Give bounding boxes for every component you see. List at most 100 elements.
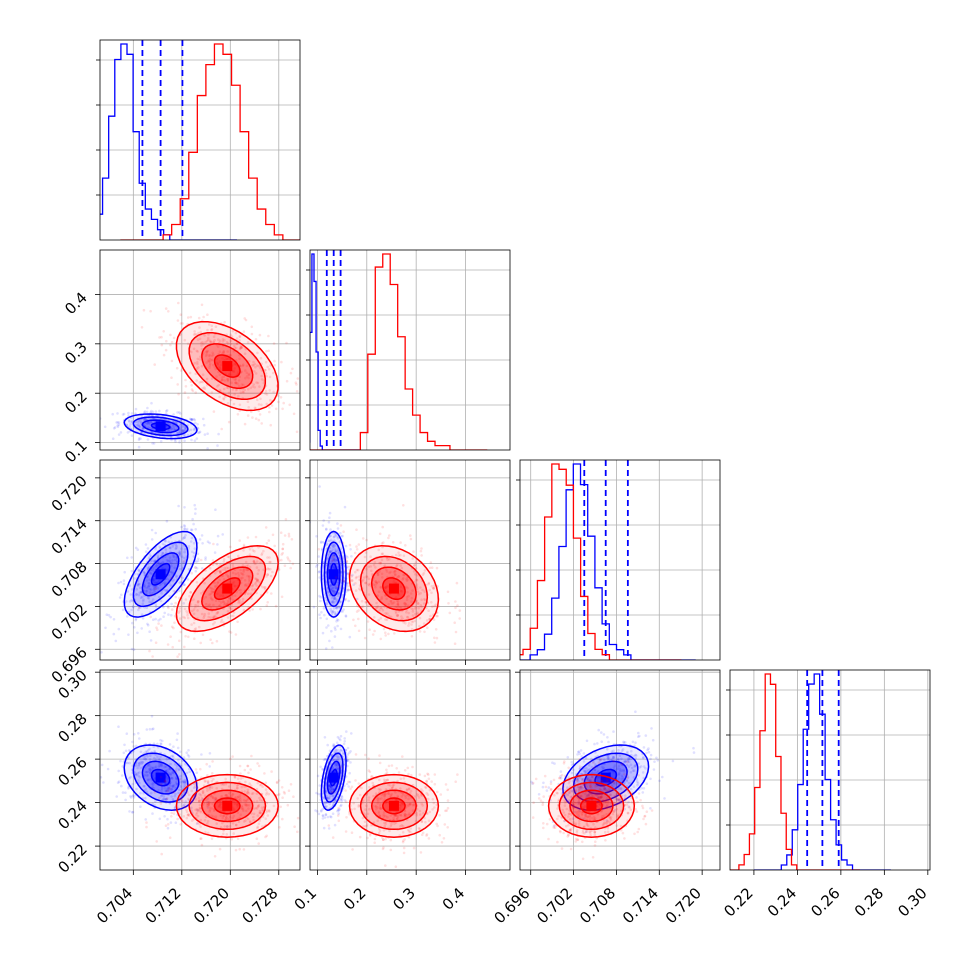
scatter-area bbox=[100, 670, 300, 870]
scatter-point bbox=[364, 581, 368, 585]
scatter-point bbox=[206, 780, 210, 784]
scatter-point bbox=[171, 797, 175, 801]
scatter-point bbox=[168, 743, 172, 746]
scatter-point bbox=[649, 807, 652, 810]
scatter-point bbox=[145, 728, 149, 731]
panel-frame bbox=[729, 669, 931, 871]
scatter-point bbox=[190, 789, 193, 793]
scatter-point bbox=[184, 800, 187, 803]
scatter-point bbox=[170, 788, 173, 791]
scatter-point bbox=[217, 604, 221, 608]
scatter-point bbox=[139, 760, 143, 764]
scatter-point bbox=[400, 824, 404, 827]
scatter-point bbox=[209, 596, 213, 599]
scatter-point bbox=[207, 803, 211, 806]
scatter-point bbox=[239, 602, 242, 605]
scatter-point bbox=[324, 575, 328, 579]
scatter-point bbox=[332, 597, 336, 601]
scatter-point bbox=[329, 550, 332, 554]
scatter-point bbox=[363, 555, 367, 559]
scatter-point bbox=[395, 614, 399, 618]
scatter-point bbox=[447, 602, 450, 605]
scatter-point bbox=[149, 754, 152, 757]
scatter-point bbox=[265, 542, 269, 545]
scatter-point bbox=[211, 598, 214, 602]
scatter-point bbox=[212, 590, 215, 594]
scatter-point bbox=[155, 564, 158, 567]
scatter-point bbox=[169, 546, 172, 550]
scatter-point bbox=[388, 534, 391, 537]
scatter-point bbox=[201, 633, 205, 637]
scatter-point bbox=[270, 404, 274, 407]
scatter-point bbox=[323, 613, 326, 617]
scatter-point bbox=[256, 578, 259, 582]
scatter-point bbox=[417, 827, 421, 830]
scatter-point bbox=[367, 769, 371, 772]
scatter-point bbox=[317, 555, 321, 558]
scatter-point bbox=[249, 784, 253, 787]
scatter-point bbox=[241, 600, 244, 603]
scatter-point bbox=[379, 561, 382, 565]
scatter-point bbox=[245, 568, 248, 571]
scatter-point bbox=[139, 425, 142, 429]
scatter-point bbox=[178, 551, 181, 555]
scatter-point bbox=[170, 815, 173, 818]
scatter-point bbox=[201, 380, 204, 384]
scatter-point bbox=[182, 561, 185, 564]
scatter-point bbox=[194, 569, 198, 573]
scatter-point bbox=[207, 323, 211, 326]
scatter-point bbox=[329, 794, 332, 798]
scatter-point bbox=[204, 354, 208, 358]
scatter-point bbox=[115, 795, 118, 798]
scatter-point bbox=[336, 767, 340, 771]
scatter-point bbox=[135, 593, 138, 596]
scatter-point bbox=[454, 600, 457, 603]
scatter-point bbox=[430, 601, 433, 604]
scatter-point bbox=[236, 795, 240, 799]
density-peak bbox=[388, 800, 399, 811]
scatter-point bbox=[207, 612, 211, 615]
scatter-point bbox=[427, 582, 430, 586]
scatter-point bbox=[160, 787, 164, 791]
scatter-point bbox=[154, 617, 157, 621]
scatter-point bbox=[376, 819, 380, 822]
scatter-point bbox=[166, 429, 170, 433]
scatter-point bbox=[257, 842, 261, 845]
scatter-point bbox=[239, 588, 242, 592]
scatter-point bbox=[165, 558, 169, 562]
scatter-point bbox=[164, 789, 168, 793]
scatter-point bbox=[268, 560, 271, 564]
scatter-point bbox=[369, 801, 372, 804]
scatter-point bbox=[283, 792, 287, 795]
scatter-point bbox=[566, 786, 569, 789]
scatter-point bbox=[179, 630, 183, 634]
scatter-point bbox=[124, 798, 127, 802]
scatter-point bbox=[182, 560, 186, 563]
scatter-point bbox=[411, 614, 415, 617]
scatter-point bbox=[187, 635, 190, 639]
scatter-point bbox=[599, 795, 603, 799]
scatter-point bbox=[378, 754, 381, 757]
scatter-point bbox=[192, 598, 195, 601]
scatter-point bbox=[196, 360, 199, 364]
scatter-point bbox=[218, 350, 222, 354]
scatter-point bbox=[361, 605, 365, 608]
scatter-point bbox=[206, 328, 209, 332]
scatter-point bbox=[336, 758, 340, 761]
contour-line bbox=[326, 552, 341, 597]
scatter-point bbox=[169, 762, 172, 766]
scatter-point bbox=[340, 794, 343, 798]
scatter-point bbox=[162, 615, 165, 618]
scatter-point bbox=[161, 567, 165, 570]
scatter-point bbox=[407, 797, 410, 801]
scatter-point bbox=[333, 635, 337, 638]
scatter-point bbox=[137, 437, 141, 440]
scatter-point bbox=[189, 591, 192, 594]
scatter-point bbox=[231, 816, 234, 820]
scatter-panel-3-2: 0.696 0.702 0.708 0.714 0.720 bbox=[490, 669, 721, 927]
scatter-point bbox=[200, 796, 204, 800]
scatter-point bbox=[338, 808, 341, 811]
contour-line bbox=[188, 555, 267, 622]
scatter-point bbox=[150, 714, 154, 718]
scatter-point bbox=[264, 369, 267, 372]
